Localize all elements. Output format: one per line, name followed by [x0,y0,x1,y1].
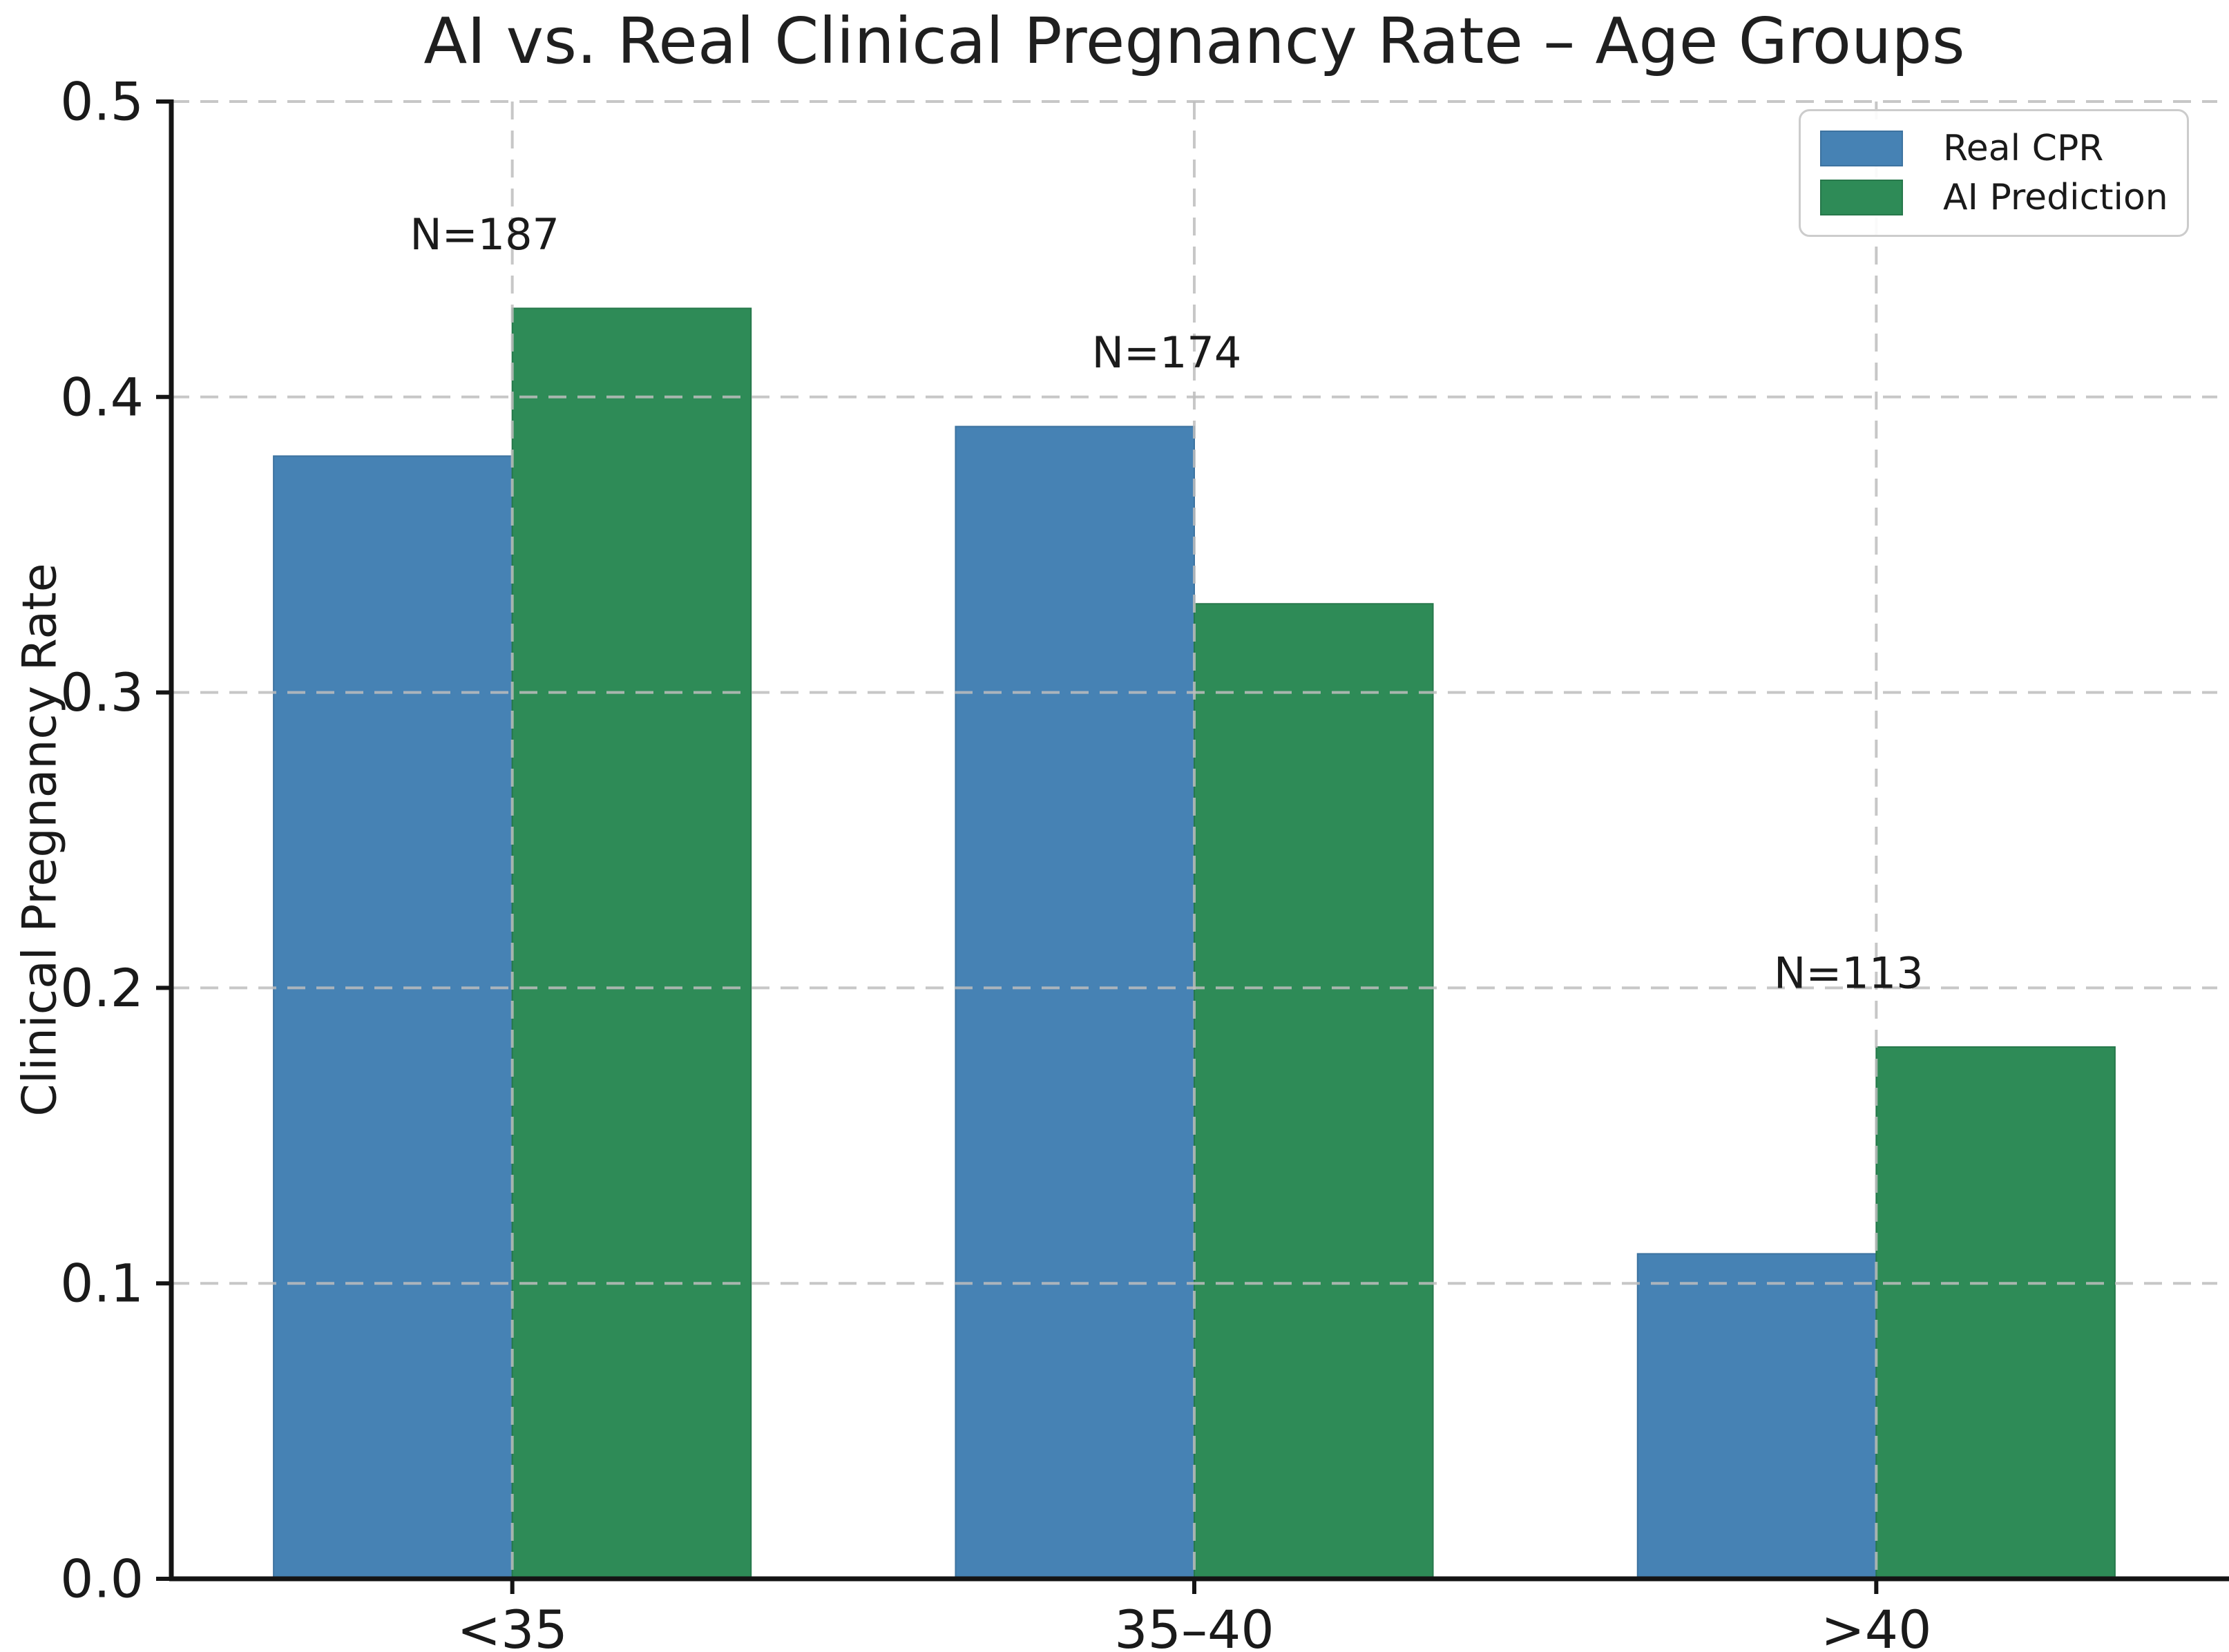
y-tick-label-0.1: 0.1 [60,1253,144,1314]
bar-real-cpr-35-40 [955,425,1196,1580]
y-tick-label-0.3: 0.3 [60,662,144,723]
bar-real-cpr-35 [273,455,513,1579]
bar-real-cpr-40 [1636,1253,1877,1580]
legend-swatch-ai-prediction [1820,180,1903,216]
chart-title: AI vs. Real Clinical Pregnancy Rate – Ag… [423,4,1965,78]
y-tick-label-0.5: 0.5 [60,71,144,133]
y-tick-label-0.0: 0.0 [60,1548,144,1610]
annotation-n-113: N=113 [1774,948,1924,998]
annotation-n-187: N=187 [410,209,559,260]
legend-label-ai-prediction: AI Prediction [1943,177,2168,219]
x-tick-label-35-40: 35–40 [1114,1599,1274,1652]
y-tick-label-0.2: 0.2 [60,957,144,1019]
legend-swatch-real-cpr [1820,130,1903,166]
y-tick-label-0.4: 0.4 [60,366,144,428]
bar-ai-prediction-35 [511,307,752,1580]
legend-label-real-cpr: Real CPR [1943,127,2104,169]
x-tick-label-35: <35 [457,1599,567,1652]
bar-ai-prediction-35-40 [1194,603,1434,1579]
legend: Real CPR AI Prediction [1799,109,2189,237]
bar-ai-prediction-40 [1875,1046,2116,1579]
annotation-n-174: N=174 [1092,327,1242,378]
legend-item-ai-prediction: AI Prediction [1820,177,2168,218]
x-tick-label-40: >40 [1821,1599,1931,1652]
legend-item-real-cpr: Real CPR [1820,128,2168,169]
